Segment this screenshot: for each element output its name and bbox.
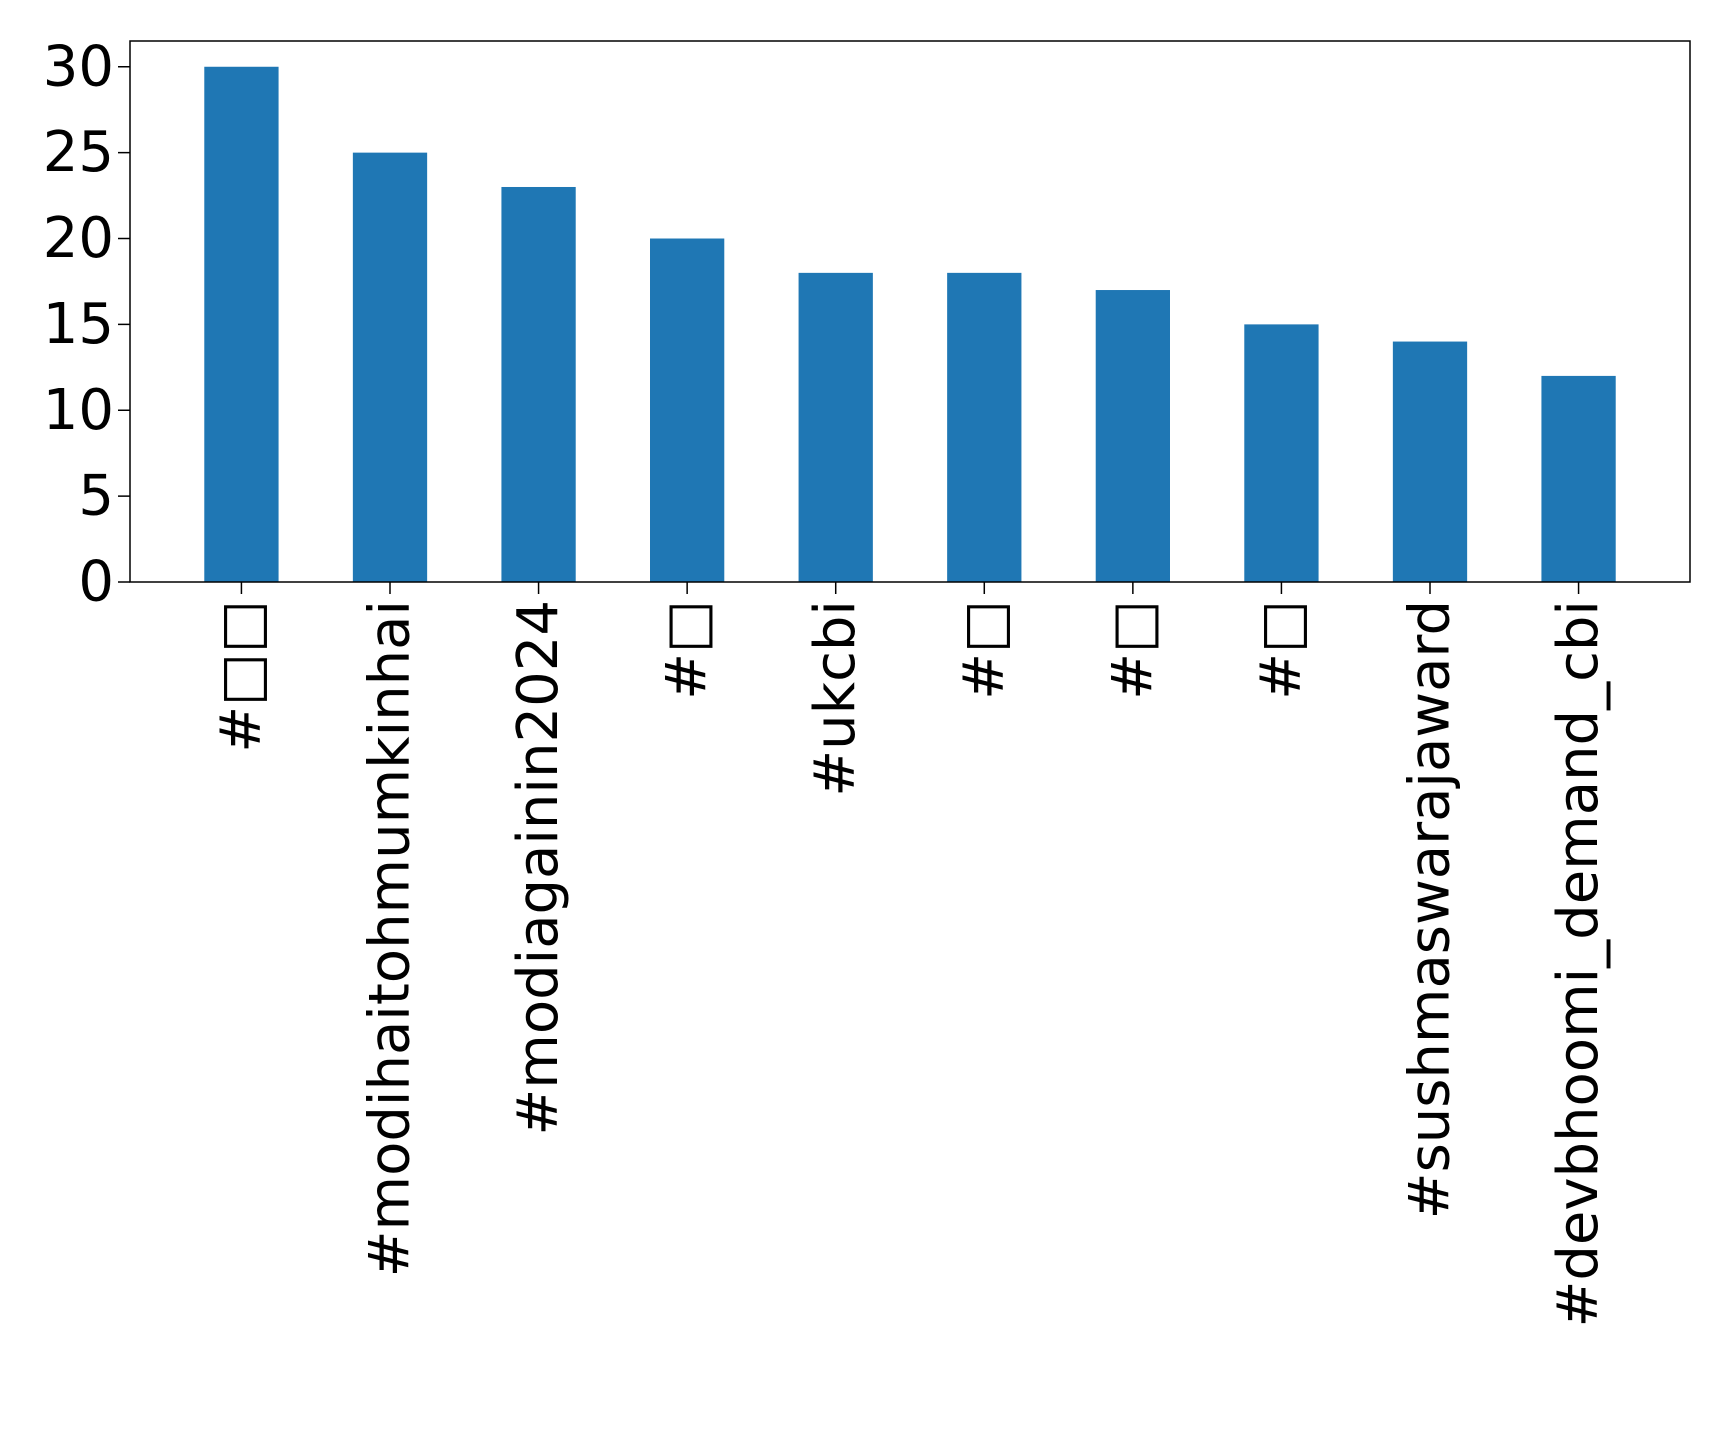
- bar-9: [1541, 375, 1616, 582]
- bar-7: [1244, 324, 1319, 582]
- bars-layer: [204, 66, 1616, 582]
- bar-1: [352, 152, 428, 582]
- y-tick-label-1: 5: [78, 464, 114, 529]
- x-tick-label-3: #□: [655, 600, 720, 700]
- bar-3: [650, 238, 725, 582]
- x-tick-label-7: #□: [1249, 600, 1314, 700]
- x-tick-label-1: #modihaitohmumkinhai: [358, 600, 423, 1277]
- y-tick-label-5: 25: [43, 120, 114, 185]
- x-tick-label-6: #□: [1100, 600, 1165, 700]
- x-tick-label-5: #□: [952, 600, 1017, 700]
- bar-8: [1392, 341, 1468, 582]
- bar-5: [947, 272, 1022, 582]
- bar-2: [501, 186, 576, 582]
- x-tick-label-4: #ukcbi: [803, 600, 868, 797]
- x-tick-label-0: #□□: [209, 600, 274, 753]
- x-tick-label-9: #devbhoomi_demand_cbi: [1546, 600, 1611, 1328]
- bar-6: [1095, 290, 1170, 582]
- x-tick-label-8: #sushmaswarajaward: [1398, 600, 1463, 1219]
- y-tick-label-3: 15: [43, 292, 114, 357]
- bar-0: [204, 66, 279, 582]
- bar-4: [798, 272, 873, 582]
- x-tick-label-2: #modiagainin2024: [506, 600, 571, 1136]
- y-axis: 0 5 10 15 20 25 30: [43, 34, 130, 615]
- y-tick-label-4: 20: [43, 206, 114, 271]
- x-axis: #□□ #modihaitohmumkinhai #modiagainin2024 #…: [209, 582, 1611, 1328]
- y-tick-label-0: 0: [78, 550, 114, 615]
- y-tick-label-6: 30: [43, 34, 114, 99]
- y-tick-label-2: 10: [43, 378, 114, 443]
- plot-frame: [129, 40, 1691, 583]
